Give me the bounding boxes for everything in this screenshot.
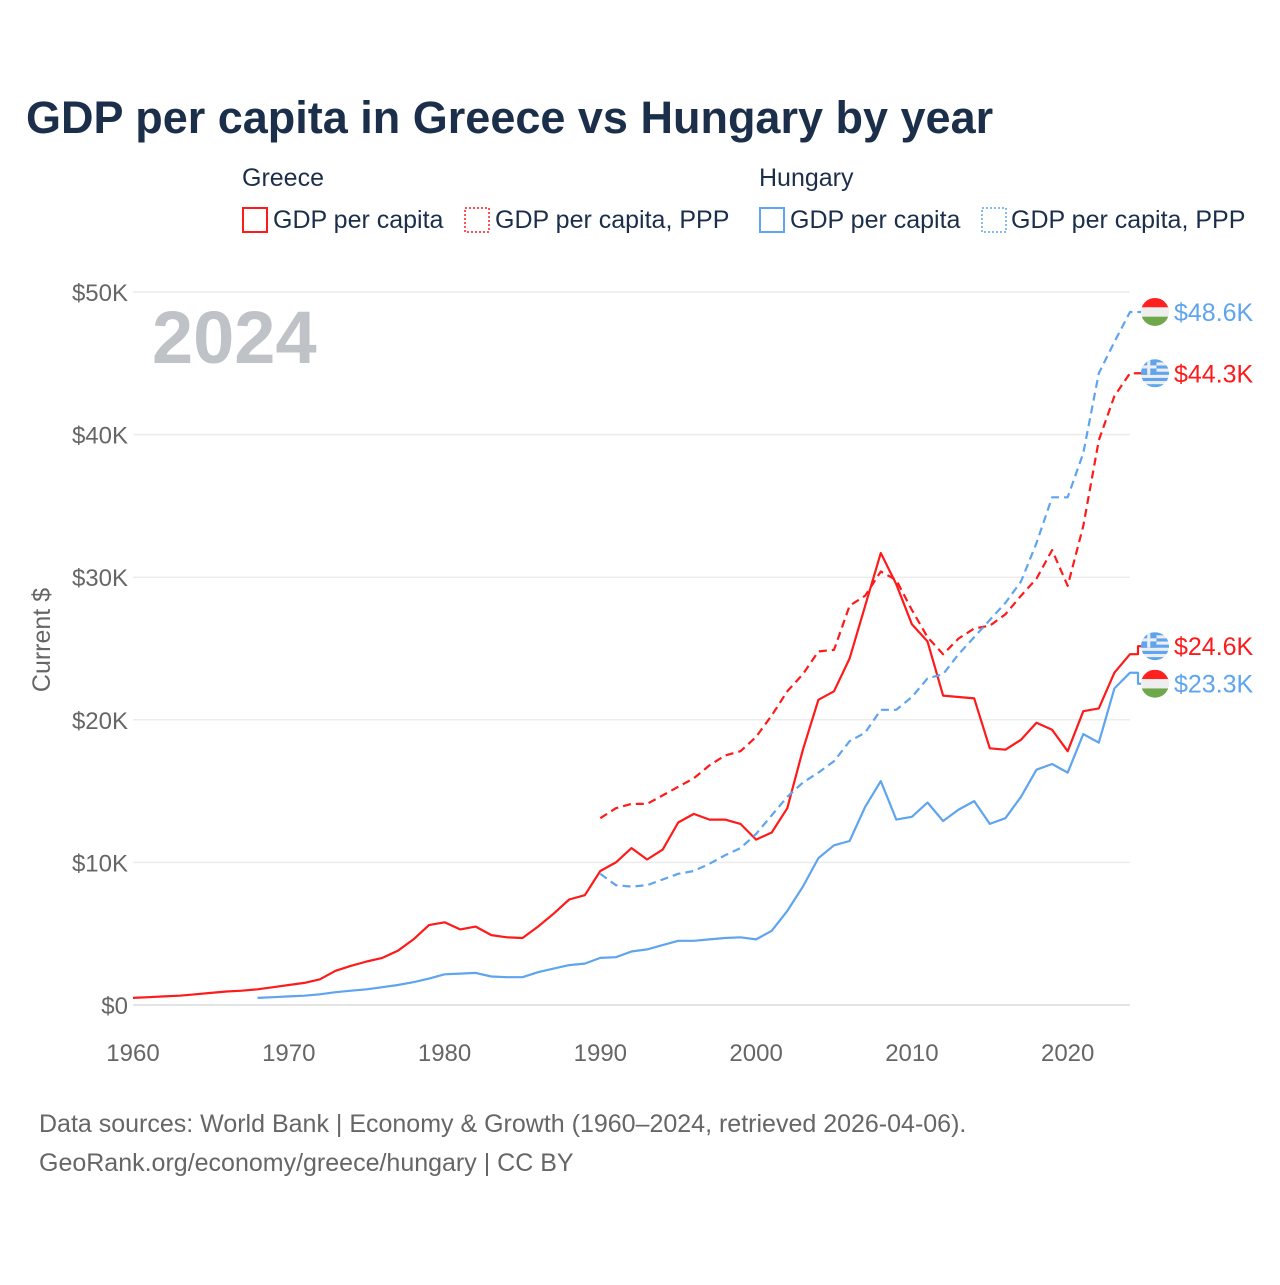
x-tick-label: 2020 (1041, 1040, 1094, 1067)
footer-source: Data sources: World Bank | Economy & Gro… (39, 1110, 966, 1138)
x-tick-label: 1980 (418, 1040, 471, 1067)
y-axis-label: Current $ (28, 588, 56, 692)
end-value-label: $44.3K (1174, 360, 1254, 388)
legend-swatch-solid (242, 207, 268, 233)
x-axis-ticks: 1960 1970 1980 1990 2000 2010 2020 (106, 1040, 1094, 1067)
y-tick-label: $50K (72, 280, 128, 307)
series-lines (132, 310, 1141, 999)
legend-label: GDP per capita (790, 206, 961, 234)
y-tick-label: $30K (72, 565, 128, 592)
chart-title: GDP per capita in Greece vs Hungary by y… (26, 92, 993, 143)
year-watermark: 2024 (152, 296, 317, 379)
greece-flag-icon (1141, 632, 1169, 661)
hungary-gdp-per-capita-pppline[interactable] (599, 310, 1141, 888)
y-tick-label: $40K (72, 423, 128, 450)
hungary-gdp-per-capitaline[interactable] (257, 671, 1141, 999)
greece-gdp-per-capitaline[interactable] (132, 551, 1141, 999)
hungary-flag-icon (1141, 297, 1169, 326)
end-labels: $24.6K $44.3K $23.3K $48.6K (1141, 297, 1254, 699)
x-tick-label: 1990 (574, 1040, 627, 1067)
legend-group-greece: Greece (242, 164, 324, 192)
legend-item-hungary-gdp[interactable]: GDP per capita (759, 206, 961, 234)
greece-gdp-per-capita-pppline[interactable] (599, 372, 1141, 820)
end-value-label: $48.6K (1174, 299, 1254, 327)
x-tick-label: 1960 (106, 1040, 159, 1067)
hungary-flag-icon (1141, 669, 1169, 698)
legend-swatch-dotted (464, 207, 490, 233)
legend-label: GDP per capita (273, 206, 444, 234)
x-tick-label: 2010 (885, 1040, 938, 1067)
y-axis-ticks: $0 $10K $20K $30K $40K $50K (72, 280, 128, 1020)
greece-flag-icon (1141, 359, 1169, 388)
legend-item-hungary-ppp[interactable]: GDP per capita, PPP (981, 206, 1245, 234)
legend: Greece GDP per capita GDP per capita, PP… (242, 164, 1245, 234)
legend-swatch-solid (759, 207, 785, 233)
y-tick-label: $10K (72, 850, 128, 877)
y-tick-label: $0 (101, 993, 128, 1020)
end-value-label: $24.6K (1174, 633, 1254, 661)
x-tick-label: 1970 (262, 1040, 315, 1067)
legend-label: GDP per capita, PPP (495, 206, 729, 234)
gridlines (133, 291, 1130, 1006)
legend-label: GDP per capita, PPP (1011, 206, 1245, 234)
x-tick-label: 2000 (729, 1040, 782, 1067)
y-tick-label: $20K (72, 708, 128, 735)
legend-swatch-dotted (981, 207, 1007, 233)
legend-item-greece-gdp[interactable]: GDP per capita (242, 206, 444, 234)
legend-item-greece-ppp[interactable]: GDP per capita, PPP (464, 206, 729, 234)
legend-group-hungary: Hungary (759, 164, 854, 192)
footer-link[interactable]: GeoRank.org/economy/greece/hungary | CC … (39, 1149, 574, 1177)
end-value-label: $23.3K (1174, 671, 1254, 699)
